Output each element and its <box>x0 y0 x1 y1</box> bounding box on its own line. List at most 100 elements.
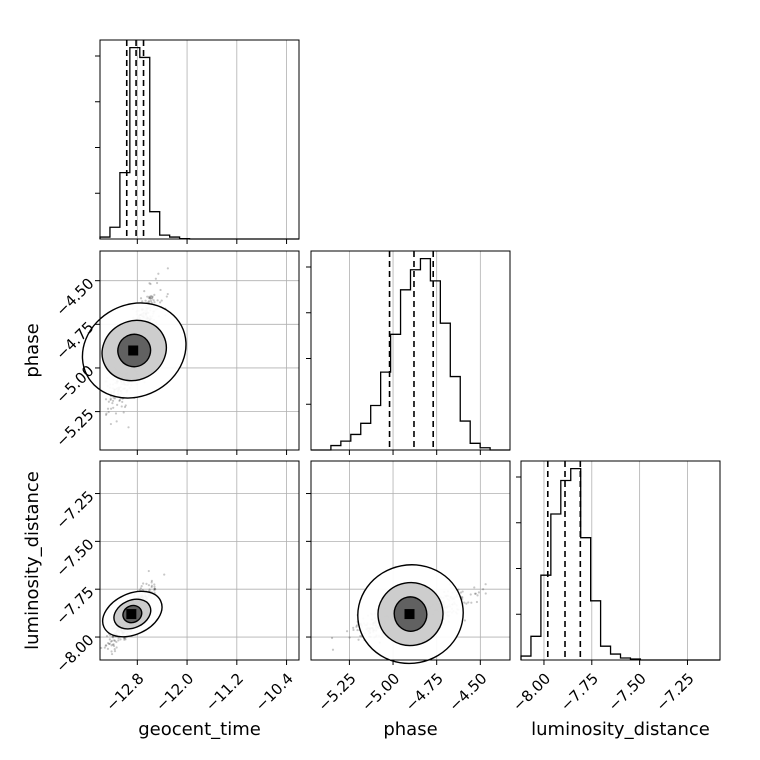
sample-point <box>147 584 151 587</box>
sample-point <box>105 635 109 638</box>
sample-point <box>151 297 154 300</box>
x-tick-label: −12.8 <box>102 670 147 715</box>
sample-point <box>106 407 110 410</box>
density-peak <box>404 609 415 620</box>
sample-point <box>153 587 156 590</box>
sample-point <box>359 634 362 638</box>
sample-point <box>110 644 113 647</box>
y-tick-label: −8.00 <box>52 631 97 676</box>
sample-point <box>123 638 126 641</box>
histogram-step-luminosity_distance <box>520 468 720 661</box>
sample-point <box>150 585 153 589</box>
x-tick-label: −11.2 <box>202 670 247 715</box>
panel-geocent_time-phase-frame <box>99 250 300 451</box>
y-axis-label-luminosity_distance: luminosity_distance <box>22 471 43 650</box>
sample-point <box>108 642 111 646</box>
sample-point <box>148 588 151 591</box>
sample-point <box>484 583 487 586</box>
sample-point <box>112 644 116 648</box>
sample-point <box>166 267 169 270</box>
hist-geocent_time-frame <box>99 39 300 240</box>
x-tick-label: −4.75 <box>402 670 447 715</box>
sample-point <box>146 295 149 298</box>
sample-point <box>113 397 116 400</box>
sample-point <box>105 412 108 415</box>
x-tick-label: −5.00 <box>358 670 403 715</box>
sample-point <box>149 294 153 298</box>
y-tick-label: −4.50 <box>52 274 97 319</box>
panel-geocent_time-luminosity_distance-axes <box>100 461 299 660</box>
x-tick-label: −8.00 <box>509 670 554 715</box>
sample-point <box>150 301 153 304</box>
sample-point <box>147 296 151 300</box>
panel-geocent_time-phase-points <box>81 267 187 429</box>
sample-point <box>154 587 157 591</box>
panel-geocent_time-luminosity_distance-frame <box>99 460 300 661</box>
sample-point <box>144 299 147 302</box>
hist-phase-frame <box>310 250 511 451</box>
sample-point <box>106 642 110 645</box>
sample-point <box>115 646 118 649</box>
y-axis-label-phase: phase <box>22 323 43 377</box>
x-axis-label-phase: phase <box>383 719 437 740</box>
sample-point <box>330 636 334 640</box>
sample-point <box>109 397 112 400</box>
sample-point <box>151 295 154 298</box>
sample-point <box>355 624 359 627</box>
sample-point <box>166 292 169 296</box>
sample-point <box>127 426 130 429</box>
y-tick-label: −7.50 <box>52 535 97 580</box>
sample-point <box>113 650 117 653</box>
sample-point <box>124 638 127 641</box>
sample-point <box>122 411 125 414</box>
sample-point <box>110 639 114 642</box>
sample-point <box>163 573 166 576</box>
sample-point <box>154 277 157 280</box>
sample-point <box>104 644 107 647</box>
sample-point <box>145 582 148 585</box>
hist-phase-axes <box>349 251 481 450</box>
sample-point <box>150 584 154 587</box>
sample-point <box>111 636 115 639</box>
sample-point <box>352 626 355 629</box>
x-tick-label: −10.4 <box>252 670 297 715</box>
x-tick-label: −5.25 <box>314 670 359 715</box>
y-tick-label: −5.25 <box>52 405 97 450</box>
sample-point <box>148 282 151 285</box>
sample-point <box>123 405 127 409</box>
histogram-step-geocent_time <box>99 47 299 240</box>
x-tick-label: −4.50 <box>445 670 490 715</box>
sample-point <box>356 628 359 632</box>
sample-point <box>120 405 123 408</box>
x-tick-label: −7.50 <box>605 670 650 715</box>
sample-point <box>108 638 111 641</box>
panel-phase-luminosity_distance-points <box>330 564 487 665</box>
sample-point <box>109 640 113 643</box>
sample-point <box>116 403 119 406</box>
sample-point <box>473 586 476 589</box>
x-axis-label-geocent_time: geocent_time <box>138 719 261 740</box>
sample-point <box>159 288 162 292</box>
sample-point <box>470 601 473 604</box>
sample-point <box>107 410 110 414</box>
sample-point <box>474 592 477 595</box>
sample-point <box>104 398 108 401</box>
sample-point <box>105 644 108 647</box>
sample-point <box>114 412 118 415</box>
sample-point <box>142 582 145 585</box>
sample-point <box>100 646 103 650</box>
sample-point <box>124 404 127 407</box>
sample-point <box>118 399 121 402</box>
sample-point <box>459 591 462 594</box>
sample-point <box>149 297 152 300</box>
sample-point <box>112 643 115 646</box>
hist-luminosity_distance-frame <box>520 460 721 661</box>
sample-point <box>118 398 121 402</box>
sample-point <box>153 585 156 588</box>
sample-point <box>463 601 466 604</box>
sample-point <box>465 602 468 605</box>
sample-point <box>461 596 464 599</box>
x-axis-label-luminosity_distance: luminosity_distance <box>531 719 710 740</box>
sample-point <box>153 583 156 586</box>
y-tick-label: −5.00 <box>52 362 97 407</box>
